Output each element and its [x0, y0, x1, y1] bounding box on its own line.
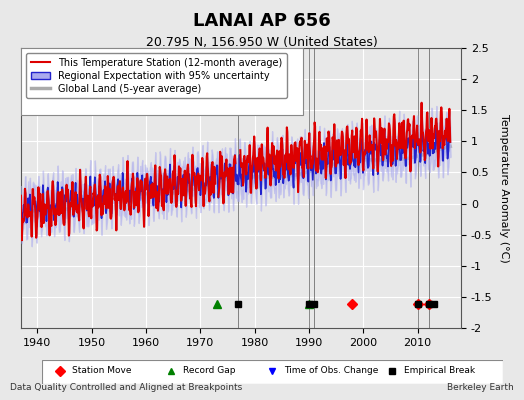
Text: 20.795 N, 156.950 W (United States): 20.795 N, 156.950 W (United States): [146, 36, 378, 49]
Legend: This Temperature Station (12-month average), Regional Expectation with 95% uncer: This Temperature Station (12-month avera…: [26, 53, 287, 98]
Text: Time of Obs. Change: Time of Obs. Change: [284, 366, 378, 375]
FancyBboxPatch shape: [21, 48, 303, 115]
Text: LANAI AP 656: LANAI AP 656: [193, 12, 331, 30]
FancyBboxPatch shape: [42, 360, 503, 384]
Text: Berkeley Earth: Berkeley Earth: [447, 383, 514, 392]
Text: Data Quality Controlled and Aligned at Breakpoints: Data Quality Controlled and Aligned at B…: [10, 383, 243, 392]
Text: Station Move: Station Move: [72, 366, 132, 375]
Y-axis label: Temperature Anomaly (°C): Temperature Anomaly (°C): [499, 114, 509, 262]
Text: Empirical Break: Empirical Break: [404, 366, 475, 375]
Text: Record Gap: Record Gap: [182, 366, 235, 375]
